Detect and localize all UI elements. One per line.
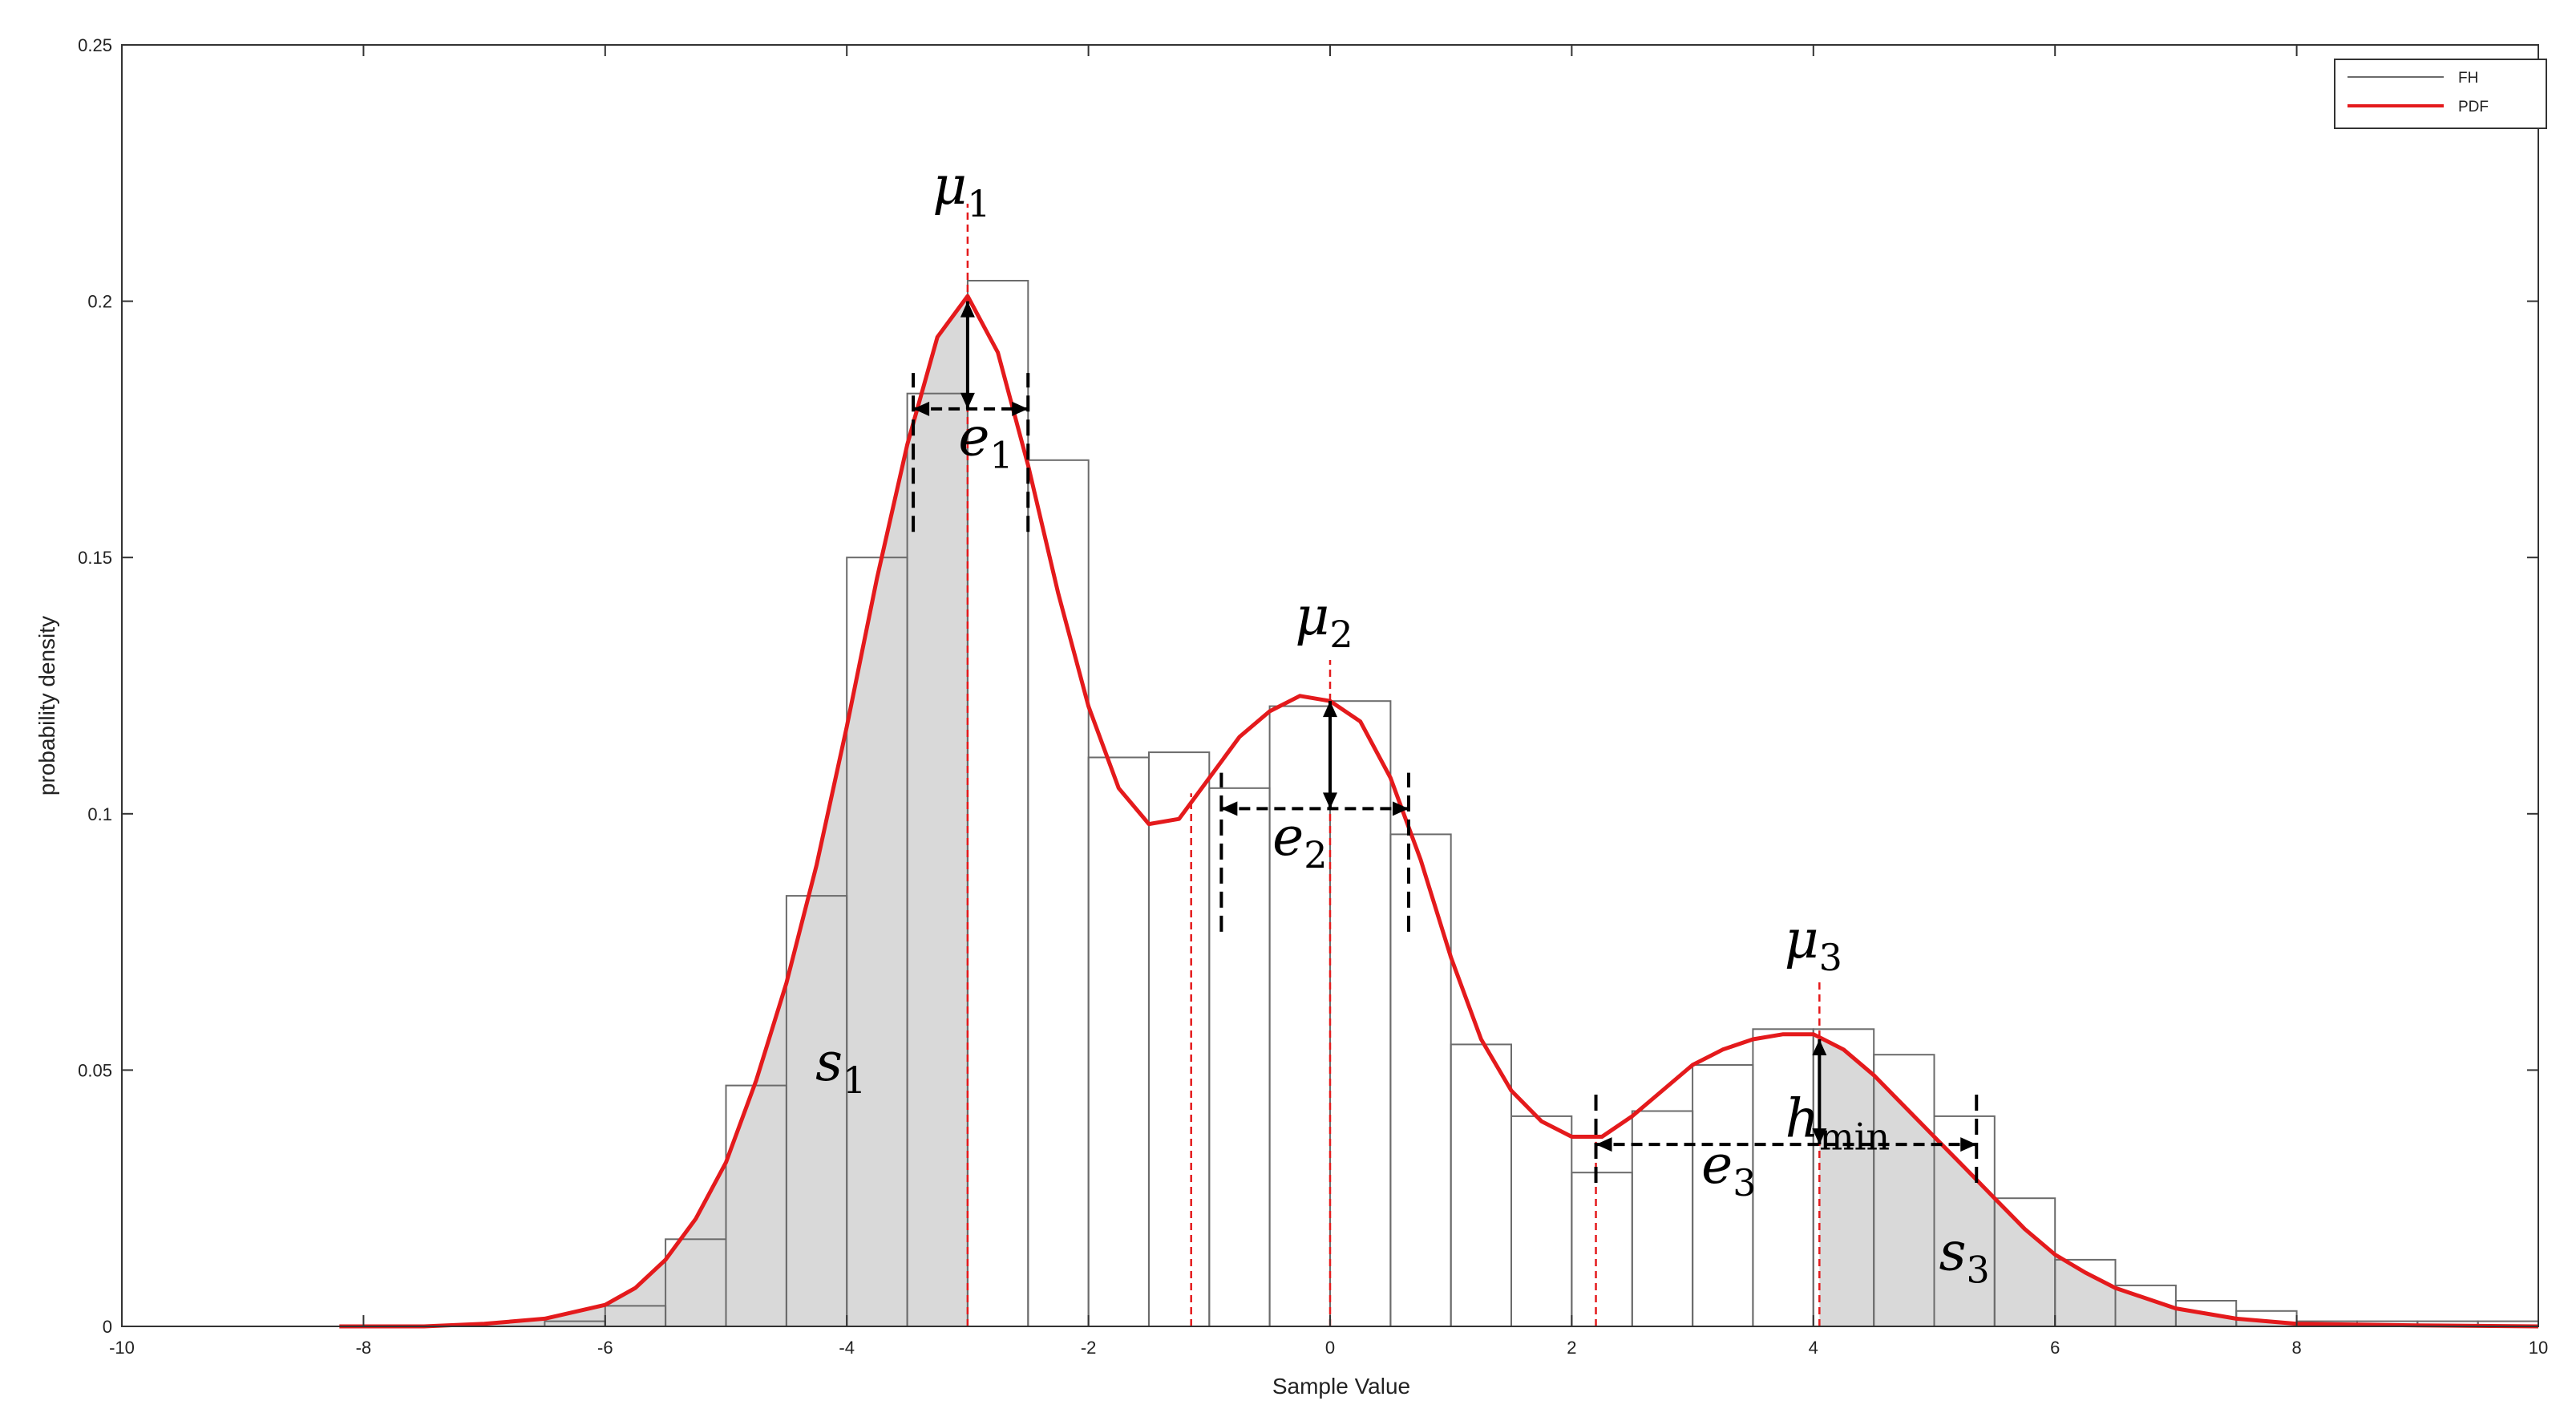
legend-box — [2334, 59, 2547, 129]
histogram-bar — [1450, 1043, 1512, 1328]
label-mu3: μ3 — [1785, 909, 1842, 979]
arrow-head — [1812, 1128, 1827, 1145]
label-e1-subscript: 1 — [989, 433, 1013, 476]
x-tick-label: 10 — [2529, 1338, 2548, 1358]
arrow-head — [1812, 1039, 1827, 1056]
x-tick-label: -2 — [1081, 1338, 1097, 1358]
y-tick-label: 0.1 — [87, 804, 112, 824]
label-mu2-subscript: 2 — [1329, 613, 1353, 656]
label-e2: e2 — [1272, 806, 1327, 877]
x-tick-label: -6 — [597, 1338, 613, 1358]
arrow-head — [1323, 792, 1337, 809]
label-mu1: μ1 — [932, 155, 990, 225]
histogram-bar — [1268, 705, 1331, 1327]
y-axis-title: probability density — [34, 616, 59, 796]
y-tick-label: 0.05 — [78, 1060, 112, 1080]
pdf-curve — [339, 294, 2539, 1329]
arrow-head — [1595, 1137, 1612, 1152]
axes: -10 -8 -6 -4 -2 0 2 4 6 8 10 0 0.05 0.1 0.15 0.2 0.25 — [78, 35, 2548, 1358]
arrow-head — [960, 392, 975, 409]
label-e1: e1 — [958, 406, 1013, 476]
arrow-head — [1221, 801, 1238, 816]
x-tick-label: 2 — [1567, 1338, 1576, 1358]
legend: FH PDF — [2334, 59, 2547, 129]
x-tick-label: -10 — [109, 1338, 135, 1358]
y-tick-label: 0.25 — [78, 35, 112, 55]
histogram-bar — [1510, 1115, 1573, 1328]
label-e2-subscript: 2 — [1304, 833, 1327, 877]
arrow-head — [913, 401, 930, 416]
shaded-area-layer — [339, 296, 2538, 1327]
label-mu3-subscript: 3 — [1819, 936, 1842, 979]
histogram-bar — [1752, 1028, 1814, 1328]
label-mu1-subscript: 1 — [967, 182, 990, 225]
shaded-region-2 — [1819, 1037, 2538, 1326]
reference-lines — [966, 204, 1821, 1326]
x-tick-label: 8 — [2291, 1338, 2301, 1358]
label-s1-subscript: 1 — [843, 1059, 866, 1102]
x-tick-label: -4 — [839, 1338, 855, 1358]
histogram-bar — [1389, 833, 1452, 1327]
legend-label-fh: FH — [2458, 70, 2478, 87]
histogram-bar — [1329, 700, 1392, 1327]
label-hmin-subscript: min — [1819, 1115, 1890, 1159]
y-tick-label: 0.15 — [78, 548, 112, 568]
y-tick-label: 0 — [103, 1317, 112, 1337]
x-axis-title: Sample Value — [1272, 1374, 1410, 1399]
x-tick-label: 4 — [1809, 1338, 1818, 1358]
label-e3: e3 — [1701, 1134, 1756, 1204]
label-s3-subscript: 3 — [1966, 1249, 1989, 1292]
arrow-head — [1392, 801, 1409, 816]
x-tick-label: 0 — [1325, 1338, 1335, 1358]
arrow-head — [1012, 401, 1029, 416]
histogram-bar — [1148, 751, 1211, 1327]
histogram-bar — [1087, 756, 1150, 1327]
legend-label-pdf: PDF — [2458, 99, 2489, 115]
annotation-markers — [912, 301, 1979, 1184]
pdf-curve-layer — [339, 294, 2539, 1329]
label-mu2: μ2 — [1295, 585, 1353, 656]
histogram-bar — [1571, 1172, 1633, 1327]
shaded-region-1 — [339, 296, 968, 1327]
arrow-head — [1960, 1137, 1977, 1152]
arrow-head — [1323, 701, 1337, 718]
histogram-bar — [1208, 787, 1271, 1327]
arrow-head — [960, 301, 975, 318]
y-tick-label: 0.2 — [87, 292, 112, 312]
x-tick-label: -8 — [356, 1338, 372, 1358]
x-tick-label: 6 — [2050, 1338, 2060, 1358]
label-e3-subscript: 3 — [1733, 1161, 1756, 1204]
